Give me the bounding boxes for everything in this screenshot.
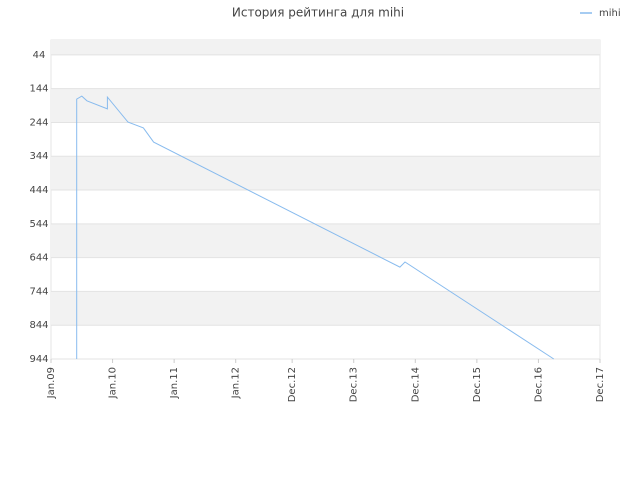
x-tick-label: Dec.12 (287, 367, 298, 402)
grid-band (51, 88, 600, 123)
legend-label: mihi (599, 8, 621, 19)
grid-band (51, 291, 600, 326)
y-tick-label: 944 (29, 354, 48, 365)
y-tick-label: 444 (29, 185, 48, 196)
x-tick-label: Jan.11 (169, 367, 180, 399)
x-tick-label: Dec.16 (533, 367, 544, 402)
y-tick-label: 844 (29, 320, 48, 331)
x-tick-label: Jan.12 (231, 367, 242, 399)
x-tick-label: Dec.15 (472, 367, 483, 402)
x-tick-label: Dec.13 (349, 367, 360, 402)
line (76, 95, 555, 360)
x-tick-label: Jan.09 (46, 367, 57, 399)
y-tick-label: 344 (29, 151, 48, 162)
y-tick-label: 644 (29, 253, 48, 264)
y-tick-label: 144 (29, 84, 48, 95)
y-tick-label: 44 (33, 50, 46, 61)
y-tick-label: 744 (29, 286, 48, 297)
y-tick-label: 544 (29, 219, 48, 230)
x-tick-label: Jan.10 (108, 367, 119, 399)
grid-band (51, 156, 600, 191)
x-tick-label: Dec.14 (410, 367, 421, 402)
chart-title: История рейтинга для mihi (232, 6, 404, 20)
x-tick-label: Dec.17 (595, 367, 606, 402)
y-tick-label: 244 (29, 117, 48, 128)
grid-band (51, 40, 600, 55)
